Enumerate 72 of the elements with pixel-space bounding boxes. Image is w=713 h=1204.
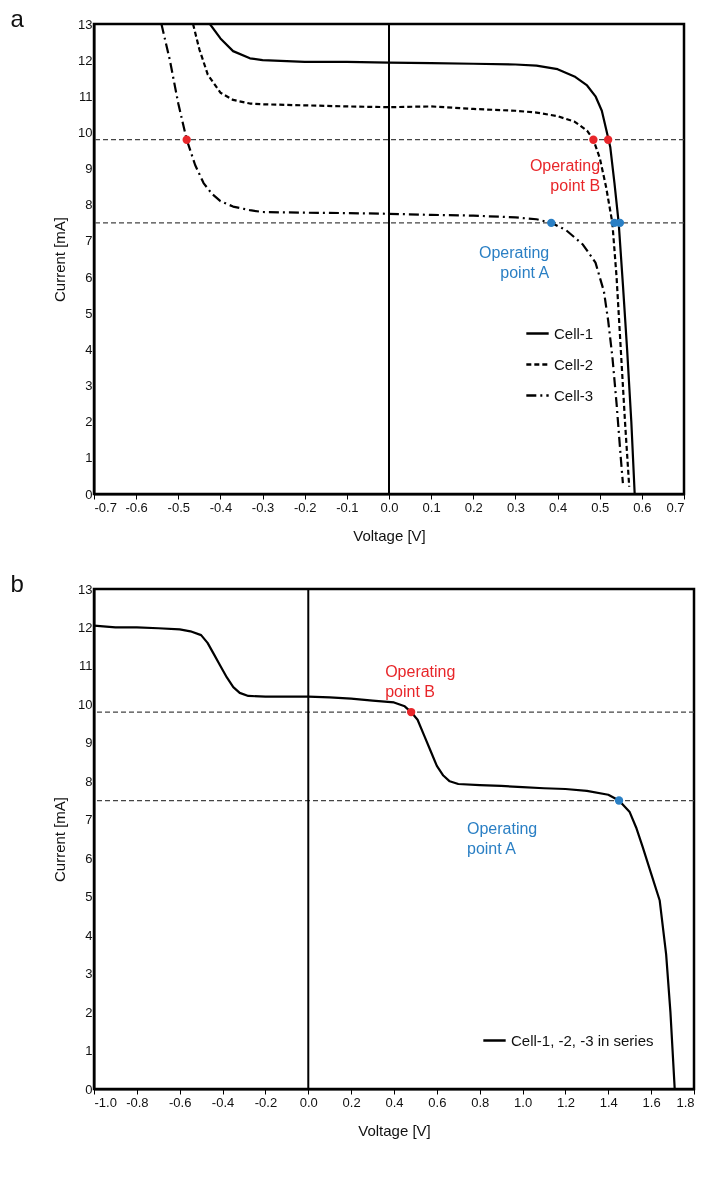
- x-tick-label: 0.1: [422, 499, 441, 515]
- y-tick-label: 3: [85, 378, 93, 394]
- x-axis-title: Voltage [V]: [358, 1121, 431, 1139]
- text: Operating point A: [467, 819, 538, 857]
- series-label: Operating point B: [385, 663, 456, 701]
- x-tick-label: 0.0: [380, 499, 399, 515]
- x-tick-label: 0.8: [471, 1094, 490, 1110]
- x-tick-label: -0.1: [336, 499, 359, 515]
- chart-title: b: [10, 570, 24, 597]
- series-label: Operating point B: [529, 156, 601, 194]
- legend-label: Cell-1, -2, -3 in series: [511, 1031, 654, 1049]
- x-tick-label: -0.6: [125, 499, 148, 515]
- x-tick-label: -0.8: [126, 1094, 149, 1110]
- y-tick-label: 12: [78, 52, 93, 68]
- x-tick-label: 0.2: [464, 499, 483, 515]
- x-tick-label: 1.2: [556, 1094, 575, 1110]
- y-tick-label: 13: [78, 16, 93, 32]
- x-tick-label: -0.3: [251, 499, 275, 515]
- x-tick-label: 1.4: [599, 1094, 618, 1110]
- y-tick-label: 4: [85, 927, 93, 943]
- legend-label: Cell-2: [554, 355, 594, 373]
- x-tick-label: 0.6: [633, 499, 652, 515]
- x-tick-label: -0.2: [254, 1094, 278, 1110]
- x-tick-label: 0.3: [506, 499, 525, 515]
- y-tick-label: 3: [85, 966, 93, 982]
- y-tick-label: 8: [85, 773, 93, 789]
- x-tick-label: -0.4: [209, 499, 233, 515]
- x-tick-label: -0.5: [167, 499, 190, 515]
- y-tick-label: 0: [85, 486, 93, 502]
- x-tick-label: 0.0: [299, 1094, 318, 1110]
- x-tick-label: -0.7: [94, 499, 117, 515]
- y-tick-label: 2: [85, 414, 93, 430]
- x-tick-label: 1.8: [676, 1094, 695, 1110]
- y-tick-label: 1: [85, 1043, 93, 1059]
- y-tick-label: 2: [85, 1004, 93, 1020]
- x-tick-label: 0.6: [428, 1094, 447, 1110]
- y-tick-label: 5: [85, 305, 93, 321]
- y-tick-label: 11: [79, 88, 93, 104]
- y-tick-label: 12: [78, 619, 93, 635]
- legend-label: Cell-3: [554, 386, 594, 404]
- y-tick-label: 6: [85, 850, 93, 866]
- y-tick-label: 10: [78, 124, 93, 140]
- y-tick-label: 9: [85, 161, 93, 177]
- y-axis-title: Current [mA]: [51, 796, 69, 883]
- y-tick-label: 8: [85, 197, 93, 213]
- x-tick-label: 0.5: [591, 499, 610, 515]
- x-tick-label: 0.4: [549, 499, 568, 515]
- x-tick-label: -0.6: [169, 1094, 192, 1110]
- x-axis-title: Voltage [V]: [353, 526, 426, 544]
- x-tick-label: 1.6: [642, 1094, 661, 1110]
- chart-title: a: [10, 5, 25, 32]
- y-tick-label: 1: [85, 450, 93, 466]
- y-tick-label: 10: [78, 696, 93, 712]
- y-tick-label: 9: [85, 735, 93, 751]
- y-tick-label: 13: [78, 581, 93, 597]
- y-tick-label: 7: [85, 812, 93, 828]
- y-axis-title: Current [mA]: [51, 216, 69, 303]
- y-tick-label: 7: [85, 233, 93, 249]
- x-tick-label: -0.2: [294, 499, 317, 515]
- x-tick-label: 1.0: [514, 1094, 533, 1110]
- x-tick-label: 0.2: [342, 1094, 361, 1110]
- y-tick-label: 5: [85, 889, 93, 905]
- y-tick-label: 11: [79, 658, 93, 674]
- series-label: Operating point A: [478, 243, 550, 281]
- x-tick-label: -0.4: [211, 1094, 235, 1110]
- x-tick-label: 0.7: [666, 499, 685, 515]
- y-tick-label: 0: [85, 1081, 93, 1097]
- x-tick-label: -1.0: [94, 1094, 117, 1110]
- x-tick-label: 0.4: [385, 1094, 404, 1110]
- legend-label: Cell-1: [554, 324, 594, 342]
- y-tick-label: 4: [85, 341, 93, 357]
- y-tick-label: 6: [85, 269, 93, 285]
